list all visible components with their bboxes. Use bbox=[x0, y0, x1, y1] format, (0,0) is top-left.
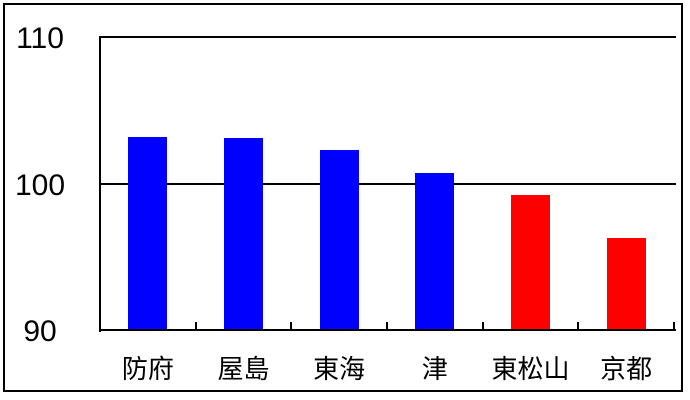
x-axis-tick bbox=[673, 322, 675, 329]
x-axis-tick bbox=[577, 322, 580, 329]
y-axis-tick-label: 90 bbox=[23, 315, 57, 348]
bar-防府 bbox=[128, 136, 168, 330]
bar-屋島 bbox=[224, 138, 263, 330]
bar-京都 bbox=[606, 237, 646, 330]
x-axis-tick bbox=[290, 322, 293, 329]
y-axis-tick-label: 110 bbox=[16, 22, 64, 55]
x-axis-tick bbox=[386, 322, 388, 329]
y-axis-tick-label: 100 bbox=[14, 168, 66, 202]
x-axis-category-label: 東海 bbox=[313, 354, 366, 384]
x-axis-tick bbox=[481, 322, 484, 329]
bar-東海 bbox=[319, 149, 359, 330]
x-axis-category-label: 津 bbox=[421, 354, 448, 384]
x-axis-line bbox=[99, 329, 676, 331]
gridline-100 bbox=[99, 183, 676, 185]
x-axis-category-label: 東松山 bbox=[491, 354, 570, 384]
bar-津 bbox=[415, 173, 455, 330]
plot-top-border bbox=[99, 36, 676, 38]
x-axis-tick bbox=[194, 322, 197, 329]
x-axis-category-label: 防府 bbox=[121, 354, 174, 384]
x-axis-category-label: 屋島 bbox=[217, 354, 270, 384]
x-axis-category-label: 京都 bbox=[600, 354, 653, 384]
chart-outer-border bbox=[3, 3, 683, 392]
bar-東松山 bbox=[511, 195, 550, 330]
